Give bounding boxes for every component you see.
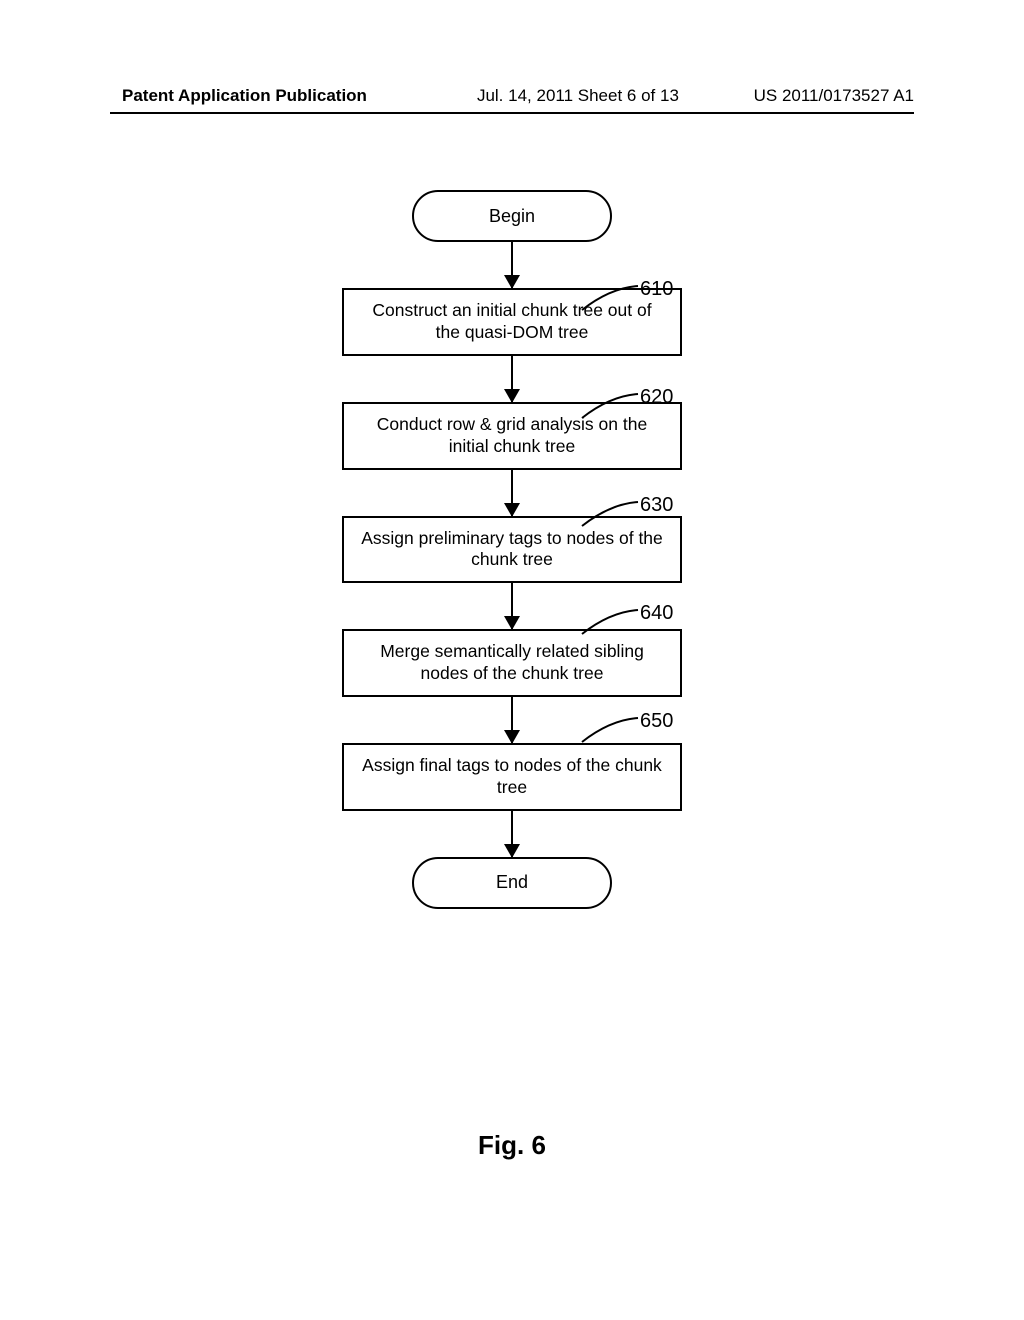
ref-label-620: 620 [640,386,700,409]
header-left: Patent Application Publication [122,86,367,106]
step-text: Merge semantically related sibling nodes… [358,641,666,685]
step-text: Conduct row & grid analysis on the initi… [358,414,666,458]
ref-label-640: 640 [640,602,700,625]
process-step-640: Merge semantically related sibling nodes… [342,629,682,697]
step-text: Assign preliminary tags to nodes of the … [358,528,666,572]
page-header: Patent Application Publication Jul. 14, … [0,86,1024,106]
process-step-620: Conduct row & grid analysis on the initi… [342,402,682,470]
arrow-icon [511,242,514,288]
end-label: End [496,872,528,893]
arrow-icon [511,583,514,629]
arrow-icon [511,697,514,743]
step-text: Assign final tags to nodes of the chunk … [358,755,666,799]
process-step-630: Assign preliminary tags to nodes of the … [342,516,682,584]
ref-label-650: 650 [640,710,700,733]
figure-label: Fig. 6 [0,1130,1024,1161]
begin-label: Begin [489,206,535,227]
header-rule [110,112,914,114]
ref-label-610: 610 [640,278,700,301]
process-step-650: Assign final tags to nodes of the chunk … [342,743,682,811]
terminator-end: End [412,857,612,909]
step-text: Construct an initial chunk tree out of t… [358,300,666,344]
arrow-icon [511,356,514,402]
ref-label-630: 630 [640,494,700,517]
header-middle: Jul. 14, 2011 Sheet 6 of 13 [477,86,679,106]
arrow-icon [511,470,514,516]
flowchart: Begin Construct an initial chunk tree ou… [0,190,1024,909]
arrow-icon [511,811,514,857]
process-step-610: Construct an initial chunk tree out of t… [342,288,682,356]
header-right: US 2011/0173527 A1 [754,86,914,106]
terminator-begin: Begin [412,190,612,242]
